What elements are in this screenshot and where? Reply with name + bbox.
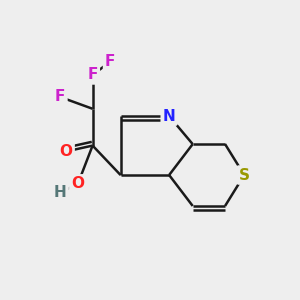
Text: F: F	[87, 68, 98, 82]
Text: O: O	[60, 144, 73, 159]
Text: H: H	[54, 185, 67, 200]
Text: O: O	[71, 176, 84, 191]
Text: F: F	[55, 89, 65, 104]
Text: N: N	[163, 109, 175, 124]
Text: S: S	[239, 167, 250, 182]
Text: F: F	[105, 54, 116, 69]
